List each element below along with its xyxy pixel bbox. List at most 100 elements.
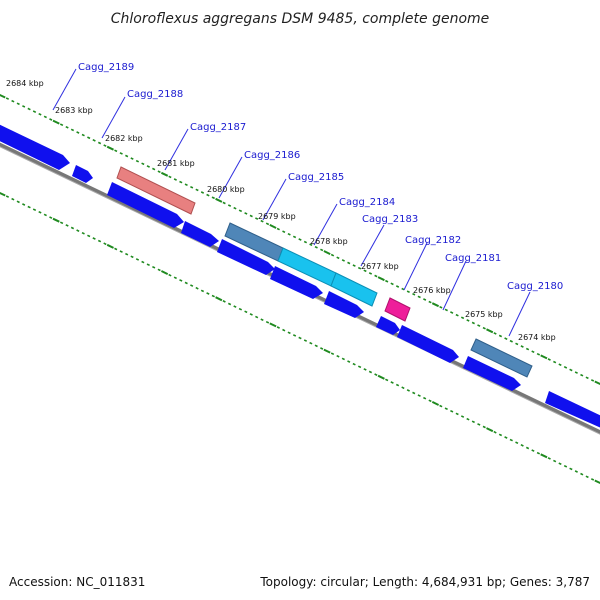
scale-tick xyxy=(352,264,356,267)
gene-label-cagg-2186[interactable]: Cagg_2186 xyxy=(244,150,300,161)
scale-tick xyxy=(106,145,114,151)
kbp-label-2684: 2684 kbp xyxy=(6,79,44,88)
scale-tick xyxy=(38,112,42,116)
scale-tick xyxy=(81,231,85,235)
scale-tick xyxy=(515,342,519,346)
scale-tick xyxy=(130,255,134,259)
cds-arrow[interactable] xyxy=(107,182,184,228)
scale-tick xyxy=(87,136,91,140)
scale-tick xyxy=(385,378,389,382)
gene-label-cagg-2183[interactable]: Cagg_2183 xyxy=(362,214,418,225)
cds-arrow[interactable] xyxy=(217,239,275,275)
scale-tick xyxy=(455,412,459,416)
scale-tick xyxy=(368,272,373,275)
scale-tick xyxy=(590,478,595,481)
scale-tick xyxy=(504,436,508,439)
scale-tick xyxy=(211,294,215,298)
scale-tick xyxy=(233,206,237,210)
scale-tick xyxy=(222,299,226,303)
gene-label-cagg-2185[interactable]: Cagg_2185 xyxy=(288,172,344,183)
scale-tick xyxy=(5,97,10,100)
scale-tick xyxy=(540,453,548,459)
scale-tick xyxy=(498,433,503,437)
scale-tick xyxy=(206,292,210,295)
gene-label-cagg-2180[interactable]: Cagg_2180 xyxy=(507,281,563,292)
cds-arrow[interactable] xyxy=(181,221,219,247)
gene-label-cagg-2184[interactable]: Cagg_2184 xyxy=(339,197,395,208)
scale-tick xyxy=(276,227,280,231)
scale-tick xyxy=(385,279,389,283)
scale-tick xyxy=(471,420,475,424)
gene-label-cagg-2182[interactable]: Cagg_2182 xyxy=(405,235,461,246)
scale-tick xyxy=(160,270,169,275)
scale-tick xyxy=(298,238,302,241)
scale-tick xyxy=(520,443,524,447)
scale-tick xyxy=(417,394,421,397)
gene-label-cagg-2187[interactable]: Cagg_2187 xyxy=(190,122,246,133)
kbp-label-2681: 2681 kbp xyxy=(157,159,195,168)
scale-tick xyxy=(553,459,557,463)
scale-tick xyxy=(323,250,331,255)
cds-arrow[interactable] xyxy=(397,325,459,363)
scale-tick xyxy=(594,380,600,386)
scale-tick xyxy=(377,276,385,282)
scale-tick xyxy=(439,305,443,309)
scale-tick xyxy=(377,374,385,380)
scale-tick xyxy=(504,337,508,341)
scale-tick xyxy=(287,232,291,236)
scale-tick xyxy=(374,373,378,377)
scale-tick xyxy=(200,289,205,293)
gene-label-cagg-2188[interactable]: Cagg_2188 xyxy=(127,89,183,100)
gene-feature-cagg-2183[interactable] xyxy=(384,297,411,322)
scale-tick xyxy=(363,368,367,371)
scale-tick xyxy=(49,118,53,121)
scale-tick xyxy=(341,259,345,262)
scale-tick xyxy=(27,205,31,209)
cds-arrow[interactable] xyxy=(0,120,70,170)
scale-tick xyxy=(184,183,188,187)
scale-tick xyxy=(190,284,194,287)
scale-tick xyxy=(146,165,150,168)
scale-tick xyxy=(255,217,259,220)
scale-tick xyxy=(38,210,42,214)
gene-feature-cagg-2180[interactable] xyxy=(470,338,533,378)
scale-tick xyxy=(22,105,26,108)
cds-arrow[interactable] xyxy=(463,356,521,391)
scale-tick xyxy=(249,313,253,316)
scale-tick xyxy=(298,336,302,340)
scale-tick xyxy=(269,322,277,328)
scale-tick xyxy=(509,438,513,442)
scale-tick xyxy=(244,310,248,314)
gene-feature-cagg-2187[interactable] xyxy=(116,166,196,215)
gene-feature-cagg-2184[interactable] xyxy=(330,272,378,307)
cds-arrow[interactable] xyxy=(545,391,600,432)
scale-tick xyxy=(173,276,177,280)
scale-tick xyxy=(401,386,405,390)
scale-tick xyxy=(160,171,169,177)
scale-tick xyxy=(92,237,96,240)
scale-tick xyxy=(130,157,134,160)
scale-tick xyxy=(498,334,503,338)
cds-arrow[interactable] xyxy=(324,291,364,318)
scale-tick xyxy=(531,449,535,452)
scale-tick xyxy=(125,252,129,256)
scale-tick xyxy=(406,389,410,392)
scale-tick xyxy=(282,328,286,332)
scale-tick xyxy=(466,319,470,322)
scale-tick xyxy=(509,339,513,343)
gene-label-cagg-2181[interactable]: Cagg_2181 xyxy=(445,253,501,264)
scale-tick xyxy=(303,240,308,244)
cds-arrow[interactable] xyxy=(72,165,93,183)
kbp-position-labels: 2684 kbp 2683 kbp 2682 kbp 2681 kbp 2680… xyxy=(6,79,556,342)
cds-arrow[interactable] xyxy=(270,266,323,299)
scale-tick xyxy=(594,479,600,485)
scale-tick xyxy=(357,266,362,270)
scale-tick xyxy=(320,248,324,252)
scale-tick xyxy=(486,427,494,433)
scale-tick xyxy=(282,230,286,234)
cds-arrow[interactable] xyxy=(376,316,400,335)
gene-label-cagg-2189[interactable]: Cagg_2189 xyxy=(78,62,134,73)
scale-tick xyxy=(114,247,118,251)
scale-tick xyxy=(390,282,394,286)
scale-tick xyxy=(444,407,448,411)
